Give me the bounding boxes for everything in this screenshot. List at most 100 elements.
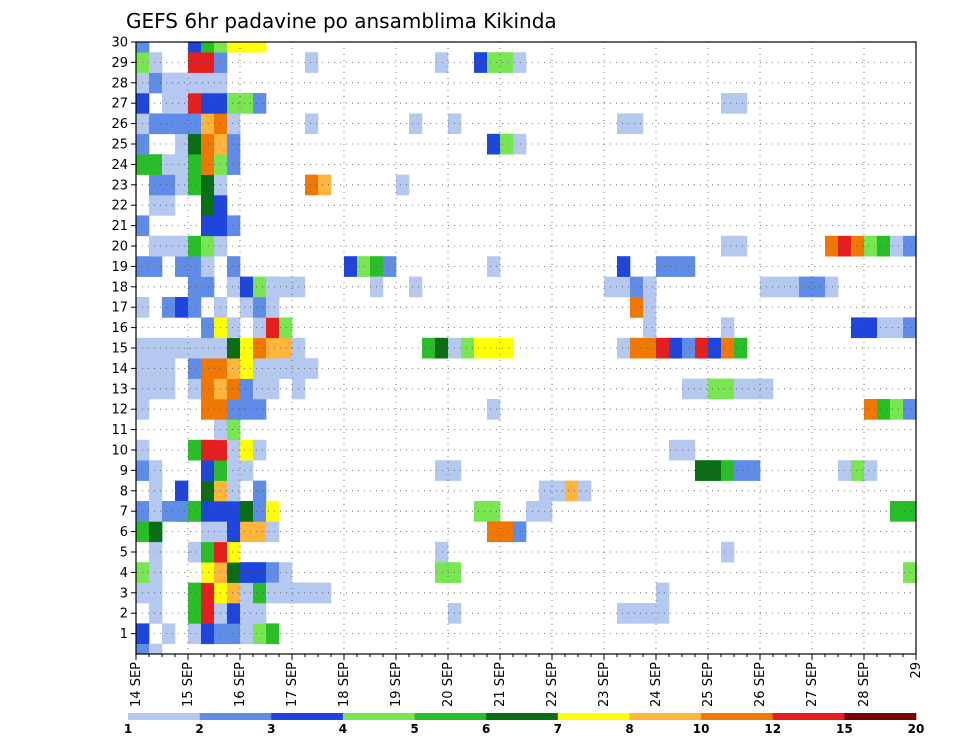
heatmap-cell	[643, 276, 657, 298]
heatmap-cell	[227, 603, 241, 624]
heatmap-cell	[149, 358, 163, 379]
heatmap-cell	[175, 337, 189, 359]
heatmap-cell	[227, 133, 241, 155]
heatmap-cell	[279, 276, 293, 298]
heatmap-cell	[656, 337, 670, 359]
heatmap-cell	[227, 521, 241, 543]
heatmap-cell	[240, 623, 254, 645]
heatmap-cell	[500, 52, 514, 73]
heatmap-cell	[240, 337, 254, 359]
y-tick-label: 1	[120, 627, 128, 642]
heatmap-cell	[175, 256, 189, 277]
heatmap-cell	[487, 399, 501, 420]
heatmap-cell	[201, 133, 215, 155]
y-tick-label: 20	[111, 240, 128, 255]
heatmap-cell	[695, 378, 709, 400]
heatmap-cell	[253, 603, 267, 624]
heatmap-cell	[227, 399, 241, 420]
heatmap-cell	[734, 337, 748, 359]
heatmap-cell	[162, 623, 176, 645]
heatmap-cell	[669, 256, 683, 277]
colorbar-tick-label: 1	[124, 722, 132, 736]
y-tick-label: 4	[120, 566, 128, 581]
colorbar-segment	[701, 713, 774, 720]
heatmap-cell	[201, 215, 215, 237]
heatmap-cell	[266, 582, 280, 604]
heatmap-cell	[227, 439, 241, 461]
x-tick-label: 18 SEP	[337, 662, 352, 707]
heatmap-cell	[227, 582, 241, 604]
colorbar-tick-label: 10	[693, 722, 710, 736]
heatmap-cell	[149, 460, 163, 481]
heatmap-cell	[253, 562, 267, 583]
heatmap-cell	[747, 460, 761, 481]
heatmap-cell	[201, 42, 215, 53]
heatmap-cell	[149, 480, 163, 502]
x-tick-label: 23 SEP	[597, 662, 612, 707]
heatmap-cell	[188, 52, 202, 73]
heatmap-cell	[565, 480, 579, 502]
y-tick-label: 18	[111, 280, 128, 295]
heatmap-cell	[175, 93, 189, 114]
heatmap-cell	[734, 378, 748, 400]
heatmap-cell	[188, 501, 202, 522]
heatmap-cell	[747, 378, 761, 400]
colorbar-segment	[128, 713, 200, 720]
heatmap-cell	[227, 419, 241, 441]
heatmap-cell	[643, 317, 657, 339]
heatmap-cell	[513, 521, 527, 543]
heatmap-cell	[825, 276, 839, 298]
heatmap-cell	[656, 256, 670, 277]
heatmap-cell	[734, 93, 748, 114]
heatmap-cell	[435, 460, 449, 481]
heatmap-cell	[266, 276, 280, 298]
heatmap-cell	[656, 603, 670, 624]
heatmap-cell	[669, 439, 683, 461]
heatmap-cell	[630, 276, 644, 298]
heatmap-cell	[721, 541, 735, 563]
heatmap-cell	[201, 52, 215, 73]
heatmap-cell	[474, 52, 488, 73]
heatmap-cell	[812, 276, 826, 298]
heatmap-cell	[383, 256, 397, 277]
heatmap-cell	[513, 52, 527, 73]
chart-title: GEFS 6hr padavine po ansamblima Kikinda	[126, 9, 557, 33]
heatmap-cell	[188, 154, 202, 175]
x-tick-label: 16 SEP	[233, 662, 248, 707]
heatmap-cell	[201, 358, 215, 379]
heatmap-cell	[253, 93, 267, 114]
heatmap-cell	[253, 521, 267, 543]
heatmap-cell	[864, 235, 878, 257]
x-tick-label: 27 SEP	[805, 662, 820, 707]
heatmap-cell	[487, 133, 501, 155]
heatmap-cell	[344, 256, 358, 277]
heatmap-cell	[188, 297, 202, 318]
heatmap-cell	[253, 399, 267, 420]
heatmap-cell	[903, 235, 917, 257]
heatmap-cell	[500, 337, 514, 359]
heatmap-cell	[162, 195, 176, 216]
heatmap-cell	[266, 358, 280, 379]
heatmap-cell	[253, 378, 267, 400]
heatmap-cell	[266, 297, 280, 318]
heatmap-cell	[474, 501, 488, 522]
heatmap-cell	[721, 93, 735, 114]
heatmap-cell	[201, 235, 215, 257]
heatmap-cell	[253, 439, 267, 461]
colorbar-segment	[199, 713, 272, 720]
y-tick-label: 12	[111, 403, 128, 418]
heatmap-cell	[253, 42, 267, 53]
heatmap-cell	[149, 256, 163, 277]
heatmap-cell	[175, 72, 189, 94]
heatmap-cell	[240, 501, 254, 522]
heatmap-cell	[175, 174, 189, 196]
colorbar-segment	[557, 713, 630, 720]
heatmap-cell	[227, 256, 241, 277]
heatmap-cell	[188, 439, 202, 461]
heatmap-cell	[305, 113, 319, 135]
heatmap-cell	[903, 317, 917, 339]
heatmap-cell	[201, 480, 215, 502]
heatmap-cell	[721, 460, 735, 481]
x-tick-label: 29	[909, 662, 924, 679]
heatmap-cell	[201, 562, 215, 583]
